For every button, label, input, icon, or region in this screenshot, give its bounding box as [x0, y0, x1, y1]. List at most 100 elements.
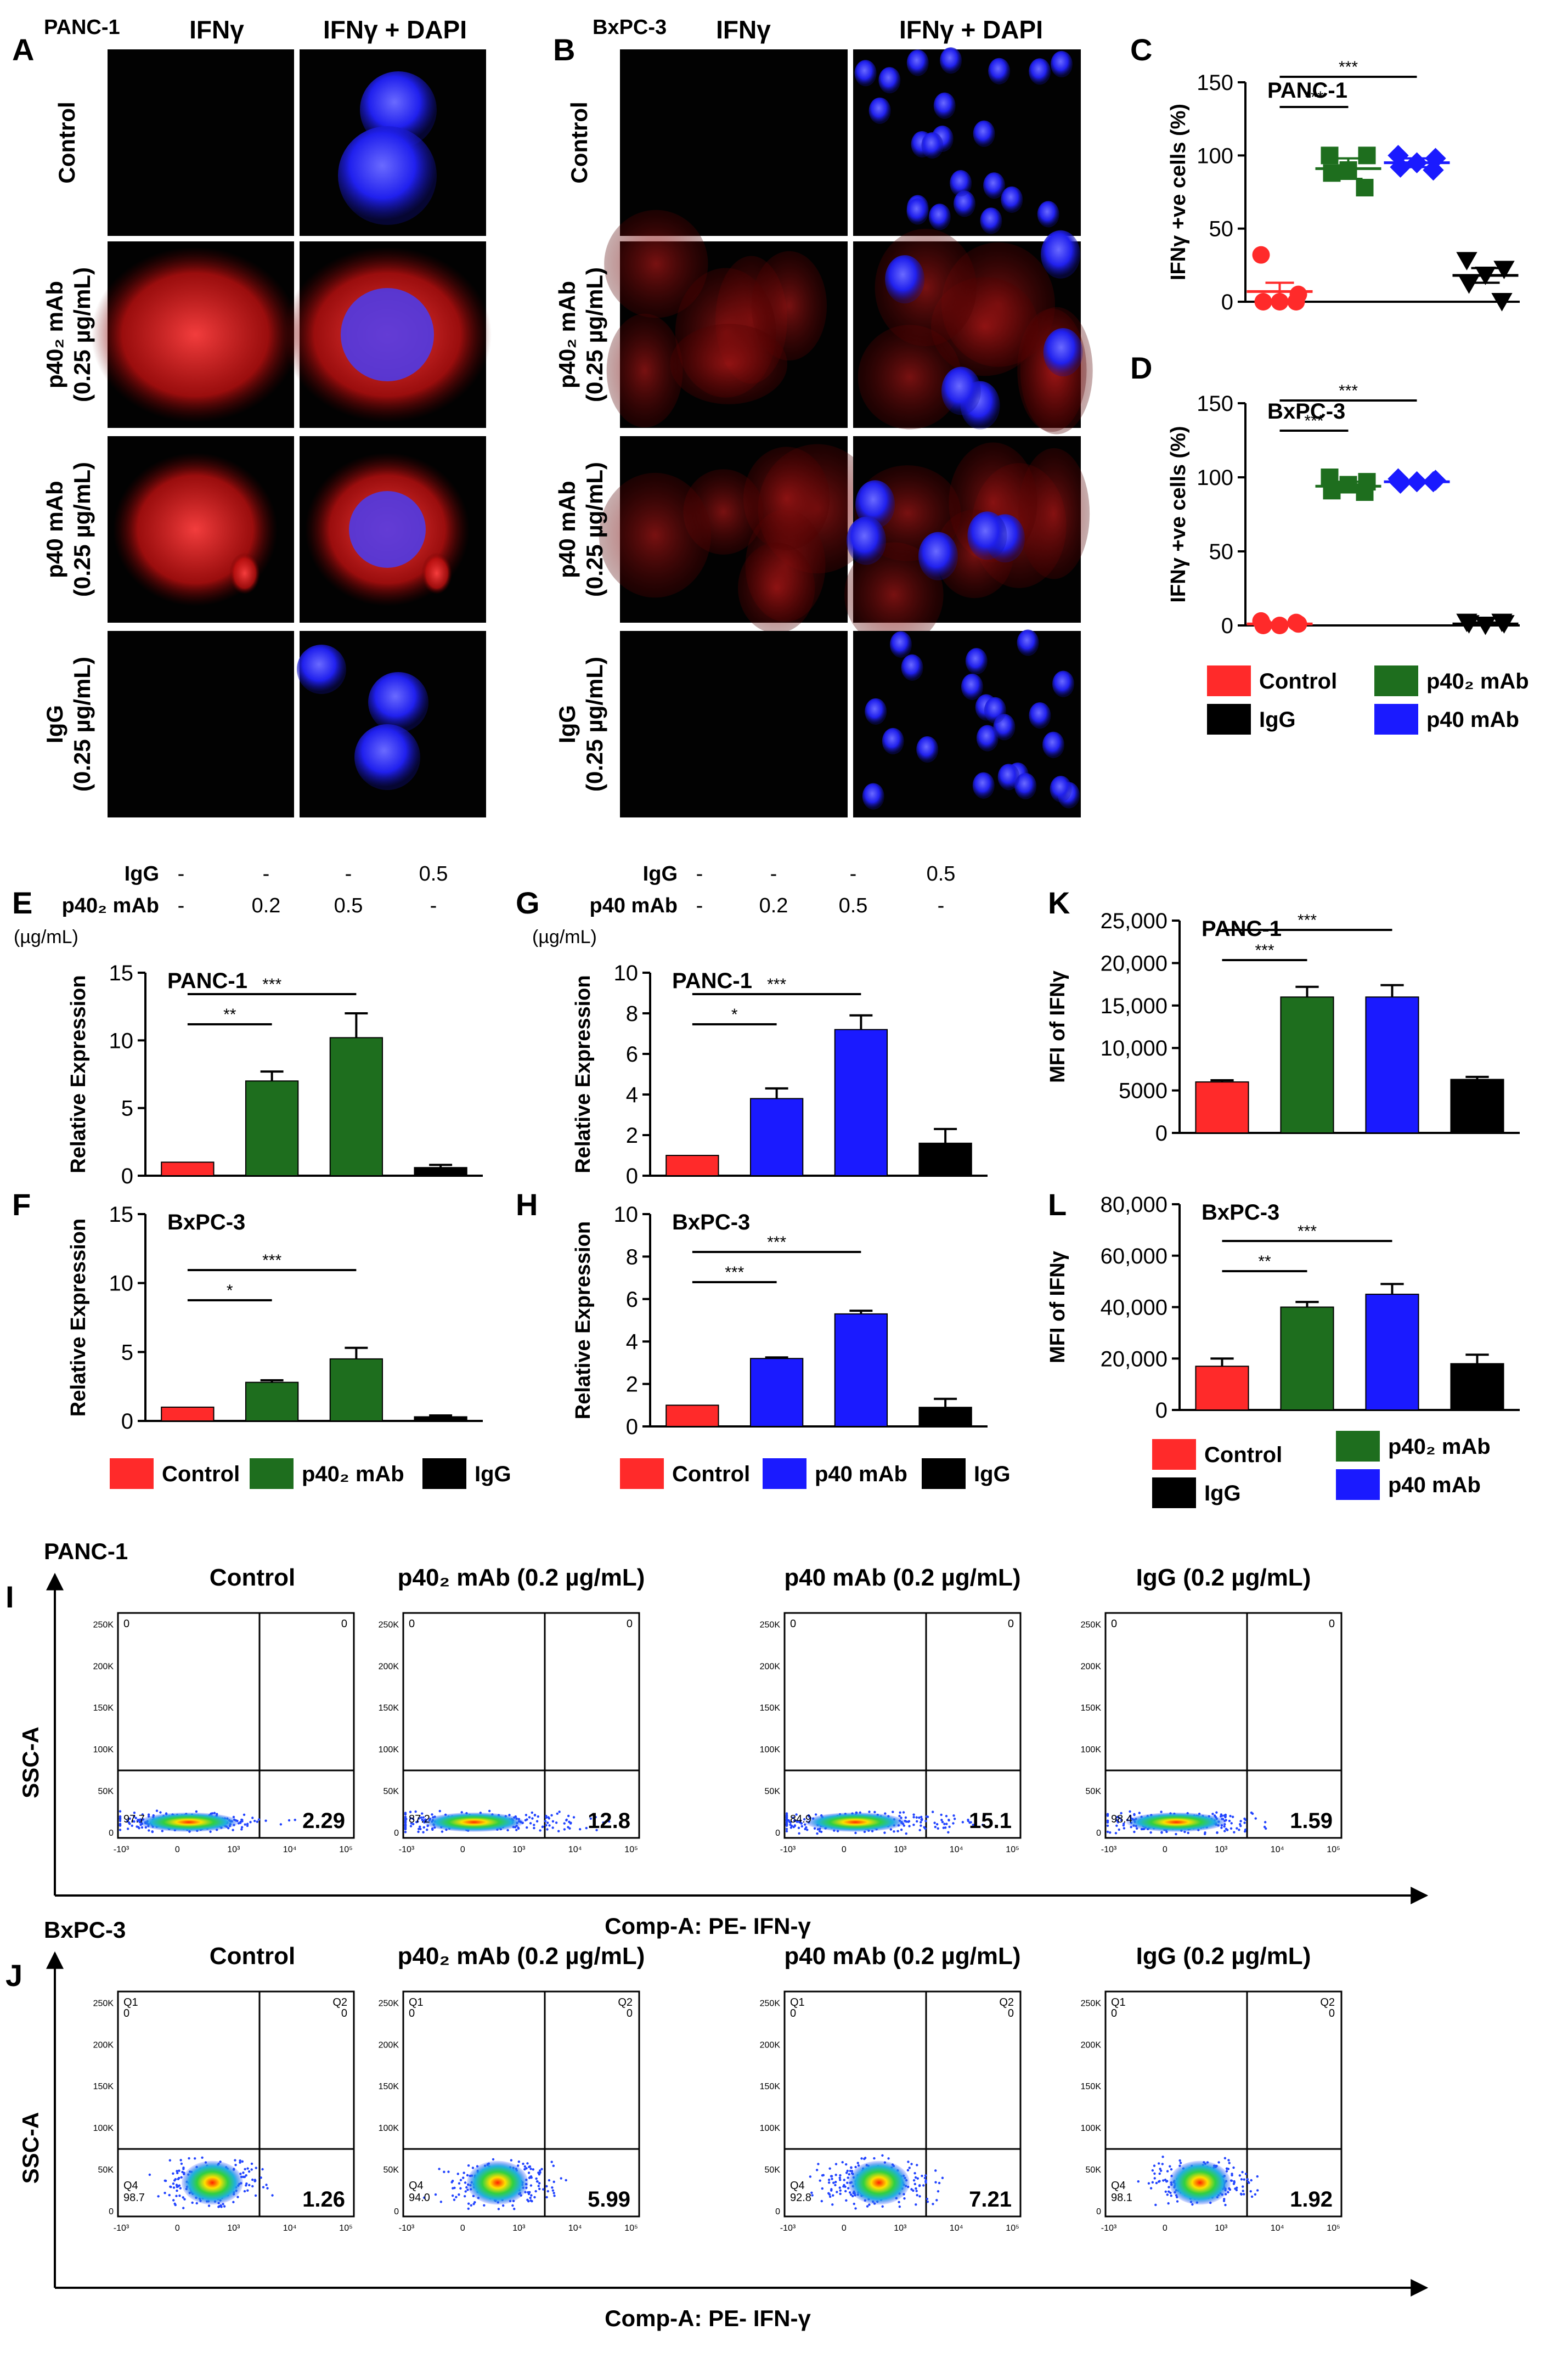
- event-dot: [900, 1828, 903, 1831]
- event-dot: [546, 2190, 549, 2193]
- flow-x-tick: 0: [460, 1845, 465, 1854]
- event-dot: [1233, 2180, 1236, 2183]
- flow-x-tick: 10³: [1215, 1845, 1228, 1854]
- y-tick-label: 0: [1155, 1398, 1167, 1423]
- event-dot: [471, 2167, 475, 2169]
- event-dot: [472, 2203, 475, 2205]
- event-dot: [1129, 1814, 1132, 1818]
- event-dot: [952, 1814, 955, 1817]
- micrograph-A-r1-c1: [283, 241, 492, 428]
- event-dot: [953, 1818, 956, 1820]
- event-dot: [912, 1815, 915, 1819]
- density-core: [805, 1812, 905, 1832]
- event-dot: [1239, 1823, 1242, 1826]
- event-dot: [537, 1815, 540, 1818]
- legend-swatch: [1152, 1439, 1196, 1470]
- event-dot: [920, 1815, 923, 1819]
- panel-B-cell-line: BxPC-3: [593, 16, 667, 39]
- event-dot: [140, 1826, 144, 1829]
- event-dot: [422, 2196, 426, 2199]
- event-dot: [1251, 1812, 1254, 1815]
- event-dot: [497, 2208, 500, 2210]
- event-dot: [816, 1828, 820, 1831]
- event-dot: [1244, 1818, 1247, 1821]
- event-dot: [178, 2169, 181, 2172]
- dose-G-unit: (µg/mL): [532, 927, 597, 947]
- event-dot: [1115, 1824, 1118, 1827]
- event-dot: [848, 2173, 850, 2176]
- event-dot: [232, 1829, 234, 1831]
- event-dot: [1160, 1831, 1163, 1834]
- data-point: [1321, 146, 1339, 165]
- event-dot: [1120, 1812, 1123, 1815]
- event-dot: [1166, 2193, 1169, 2196]
- event-dot: [249, 1820, 252, 1824]
- flow-plot-frame: [783, 1612, 1022, 1839]
- event-dot: [1231, 1815, 1234, 1818]
- chart-title: PANC-1: [672, 969, 752, 993]
- event-dot: [506, 1829, 509, 1832]
- dapi-nucleus: [965, 648, 988, 675]
- legend-swatch: [763, 1458, 806, 1489]
- event-dot: [147, 1813, 150, 1816]
- event-dot: [787, 1819, 790, 1822]
- event-dot: [222, 2203, 224, 2205]
- event-dot: [827, 2179, 831, 2181]
- data-point: [1390, 156, 1411, 178]
- flow-y-tick: 50K: [383, 2165, 399, 2175]
- dose-E-dose-value: -: [178, 894, 185, 917]
- event-dot: [1147, 2182, 1150, 2185]
- flow-x-tick: -10³: [114, 1845, 129, 1854]
- event-dot: [832, 2194, 834, 2197]
- quadrant-q3-value: 1.92: [1290, 2187, 1333, 2212]
- row-label-dose-3: (0.25 µg/mL): [582, 657, 607, 792]
- flow-y-tick: 150K: [379, 1703, 399, 1713]
- event-dot: [1222, 2199, 1226, 2202]
- event-dot: [525, 2167, 528, 2170]
- bar-3: [918, 1407, 972, 1427]
- event-dot: [915, 2203, 917, 2206]
- ifn-stained-cell: [743, 447, 830, 550]
- flow-x-tick: -10³: [1101, 2224, 1117, 2233]
- event-dot: [1250, 2195, 1254, 2198]
- micrograph-A-r3-c0: [108, 631, 294, 817]
- flow-plot-title: IgG (0.2 µg/mL): [1136, 1564, 1311, 1591]
- dapi-nucleus: [878, 67, 901, 94]
- event-dot: [1238, 2174, 1242, 2177]
- event-dot: [836, 2191, 838, 2193]
- bar-0: [665, 1155, 719, 1176]
- flow-y-tick: 250K: [379, 1999, 399, 2008]
- event-dot: [907, 2160, 910, 2163]
- flow-x-tick: 10⁴: [950, 1845, 963, 1854]
- panel-letter-E: E: [12, 885, 32, 920]
- flow-x-tick: 0: [842, 1845, 847, 1854]
- bar-0: [1195, 1081, 1249, 1133]
- y-tick-label: 10,000: [1101, 1036, 1167, 1060]
- flow-y-tick: 150K: [760, 2082, 781, 2091]
- bar-3: [1450, 1363, 1504, 1411]
- event-dot: [548, 1824, 551, 1827]
- event-dot: [245, 2182, 248, 2185]
- legend-swatch: [1374, 704, 1418, 735]
- event-dot: [944, 1826, 947, 1829]
- event-dot: [807, 1815, 810, 1818]
- event-dot: [134, 1817, 137, 1819]
- legend-label: IgG: [974, 1462, 1011, 1486]
- row-label-3: IgG: [42, 705, 67, 743]
- panel-letter-J: J: [5, 1958, 22, 1993]
- flow-x-tick: 10⁴: [1271, 1845, 1284, 1854]
- event-dot: [546, 1828, 549, 1831]
- ifn-stained-cell: [670, 324, 788, 404]
- micrograph-grid-A: [91, 49, 492, 817]
- event-dot: [1169, 2165, 1171, 2168]
- event-dot: [896, 1830, 899, 1832]
- event-dot: [404, 1813, 407, 1816]
- event-dot: [1155, 2181, 1158, 2185]
- event-dot: [441, 1830, 444, 1833]
- event-dot: [464, 2195, 466, 2198]
- flow-y-tick: 50K: [765, 1787, 781, 1796]
- event-dot: [839, 2179, 842, 2181]
